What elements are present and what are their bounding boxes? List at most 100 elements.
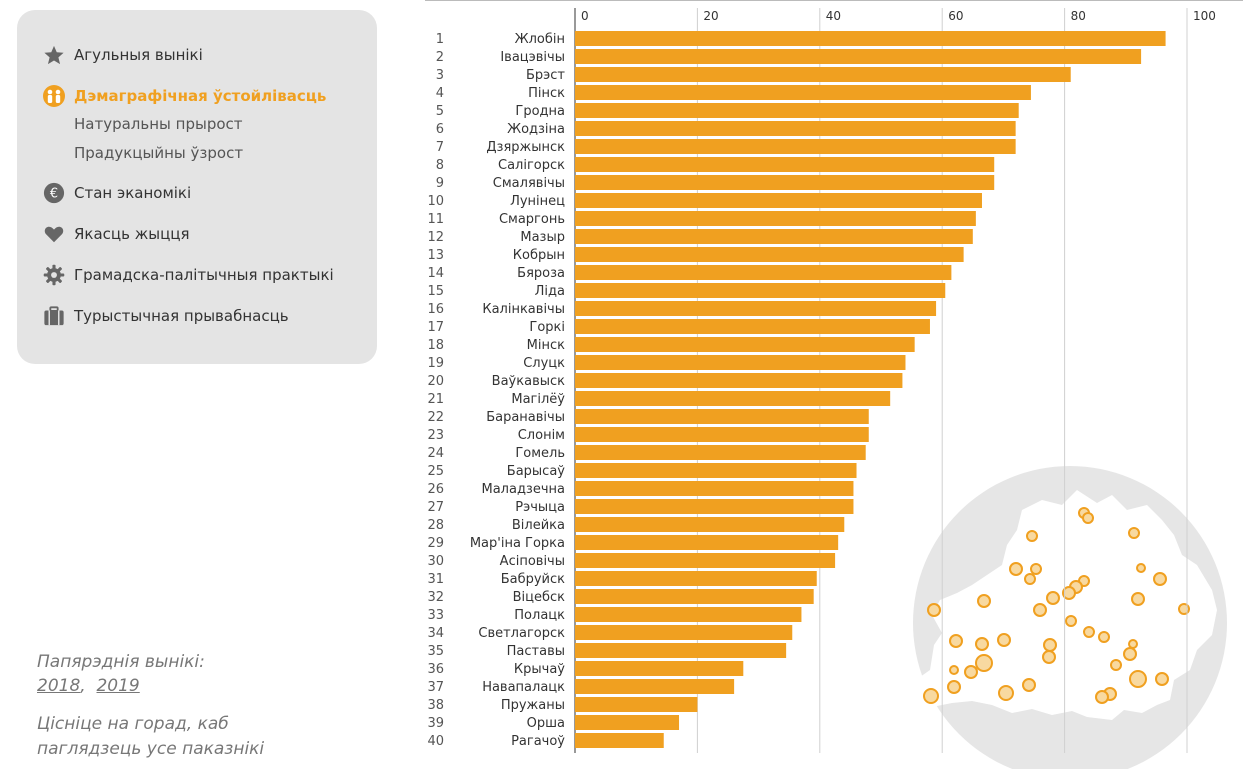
city-label[interactable]: Гомель: [515, 446, 565, 461]
bar[interactable]: [575, 391, 891, 406]
bar[interactable]: [575, 139, 1016, 154]
menu-item-quality-of-life[interactable]: Якасць жыцця: [42, 213, 377, 254]
city-label[interactable]: Барысаў: [507, 464, 566, 479]
chart-row[interactable]: 21 Магілёў: [427, 391, 891, 407]
city-label[interactable]: Мінск: [527, 338, 565, 353]
chart-row[interactable]: 2 Івацэвічы: [436, 49, 1142, 65]
link-year-2018[interactable]: 2018: [37, 676, 81, 696]
chart-row[interactable]: 28 Вілейка: [427, 517, 845, 533]
bar[interactable]: [575, 697, 698, 712]
menu-item-tourism[interactable]: Турыстычная прывабнасць: [42, 295, 377, 336]
city-label[interactable]: Бяроза: [517, 266, 565, 281]
chart-row[interactable]: 6 Жодзіна: [436, 121, 1016, 137]
chart-row[interactable]: 39 Орша: [427, 715, 680, 731]
city-label[interactable]: Слуцк: [523, 356, 565, 371]
bar[interactable]: [575, 607, 802, 622]
city-label[interactable]: Салігорск: [498, 158, 565, 173]
chart-row[interactable]: 7 Дзяржынск: [436, 139, 1016, 155]
bar[interactable]: [575, 193, 982, 208]
menu-item-overall[interactable]: Агульныя вынікі: [42, 34, 377, 75]
bar[interactable]: [575, 67, 1071, 82]
bar[interactable]: [575, 715, 680, 730]
chart-row[interactable]: 1 Жлобін: [436, 31, 1166, 47]
city-label[interactable]: Слонім: [518, 428, 565, 443]
city-label[interactable]: Полацк: [514, 608, 565, 623]
chart-row[interactable]: 4 Пінск: [436, 85, 1031, 101]
chart-row[interactable]: 36 Крычаў: [427, 661, 744, 677]
city-label[interactable]: Смалявічы: [493, 176, 565, 191]
city-label[interactable]: Кобрын: [513, 248, 565, 263]
menu-item-economy[interactable]: € Стан эканомікі: [42, 172, 377, 213]
city-label[interactable]: Рагачоў: [511, 734, 565, 749]
chart-row[interactable]: 35 Паставы: [427, 643, 787, 659]
city-label[interactable]: Дзяржынск: [486, 140, 565, 155]
bar[interactable]: [575, 103, 1019, 118]
bar[interactable]: [575, 553, 836, 568]
city-label[interactable]: Горкі: [529, 320, 565, 335]
bar[interactable]: [575, 31, 1166, 46]
chart-row[interactable]: 27 Рэчыца: [427, 499, 854, 515]
city-label[interactable]: Смаргонь: [499, 212, 565, 227]
bar[interactable]: [575, 373, 903, 388]
bar[interactable]: [575, 355, 906, 370]
submenu-working-age[interactable]: Прадукцыйны ўзрост: [74, 144, 244, 162]
chart-row[interactable]: 30 Асіповічы: [427, 553, 836, 569]
city-label[interactable]: Навапалацк: [482, 680, 565, 695]
bar[interactable]: [575, 625, 793, 640]
city-label[interactable]: Асіповічы: [500, 554, 565, 569]
chart-row[interactable]: 14 Бяроза: [427, 265, 952, 281]
chart-row[interactable]: 31 Бабруйск: [427, 571, 817, 587]
bar[interactable]: [575, 301, 937, 316]
city-label[interactable]: Брэст: [526, 68, 565, 83]
city-label[interactable]: Мар'іна Горка: [470, 536, 565, 551]
chart-row[interactable]: 25 Барысаў: [427, 463, 857, 479]
bar[interactable]: [575, 211, 976, 226]
city-label[interactable]: Магілёў: [511, 392, 565, 407]
bar[interactable]: [575, 265, 952, 280]
city-label[interactable]: Баранавічы: [486, 410, 565, 425]
bar[interactable]: [575, 427, 869, 442]
bar[interactable]: [575, 733, 664, 748]
bar[interactable]: [575, 679, 735, 694]
bar[interactable]: [575, 157, 995, 172]
chart-row[interactable]: 38 Пружаны: [427, 697, 698, 713]
city-label[interactable]: Бабруйск: [501, 572, 565, 587]
chart-row[interactable]: 10 Лунінец: [427, 193, 982, 209]
bar[interactable]: [575, 445, 866, 460]
chart-row[interactable]: 18 Мінск: [427, 337, 915, 353]
bar[interactable]: [575, 463, 857, 478]
chart-row[interactable]: 13 Кобрын: [427, 247, 964, 263]
chart-row[interactable]: 33 Полацк: [427, 607, 802, 623]
bar[interactable]: [575, 481, 854, 496]
city-label[interactable]: Віцебск: [513, 590, 566, 605]
city-label[interactable]: Пружаны: [501, 698, 565, 713]
bar[interactable]: [575, 643, 787, 658]
chart-row[interactable]: 19 Слуцк: [427, 355, 906, 371]
chart-row[interactable]: 26 Маладзечна: [427, 481, 854, 497]
bar[interactable]: [575, 121, 1016, 136]
chart-row[interactable]: 29 Мар'іна Горка: [427, 535, 839, 551]
city-label[interactable]: Мазыр: [520, 230, 565, 245]
belarus-map[interactable]: [912, 465, 1242, 769]
bar[interactable]: [575, 319, 930, 334]
city-label[interactable]: Орша: [527, 716, 565, 731]
bar[interactable]: [575, 409, 869, 424]
chart-row[interactable]: 20 Ваўкавыск: [427, 373, 903, 389]
chart-row[interactable]: 16 Калінкавічы: [427, 301, 937, 317]
bar[interactable]: [575, 85, 1031, 100]
chart-row[interactable]: 3 Брэст: [436, 67, 1071, 83]
menu-item-civic-practices[interactable]: Грамадска-палітычныя практыкі: [42, 254, 377, 295]
chart-row[interactable]: 9 Смалявічы: [436, 175, 995, 191]
city-label[interactable]: Крычаў: [514, 662, 565, 677]
bar[interactable]: [575, 283, 946, 298]
chart-row[interactable]: 37 Навапалацк: [427, 679, 735, 695]
city-label[interactable]: Ліда: [535, 284, 565, 299]
bar[interactable]: [575, 661, 744, 676]
chart-row[interactable]: 15 Ліда: [427, 283, 946, 299]
link-year-2019[interactable]: 2019: [96, 676, 140, 696]
city-label[interactable]: Вілейка: [512, 518, 565, 533]
submenu-natural-growth[interactable]: Натуральны прырост: [74, 115, 243, 133]
chart-row[interactable]: 22 Баранавічы: [427, 409, 869, 425]
chart-row[interactable]: 32 Віцебск: [427, 589, 814, 605]
city-label[interactable]: Лунінец: [510, 194, 565, 209]
